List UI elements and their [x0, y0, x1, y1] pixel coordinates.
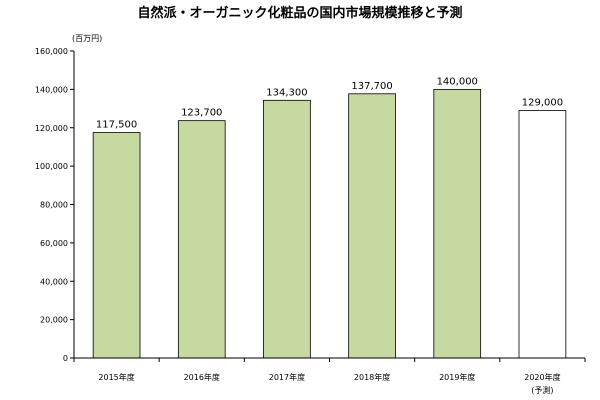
y-tick-label: 100,000 [35, 162, 68, 171]
x-category-label: 2018年度 [354, 372, 390, 382]
y-tick-label: 120,000 [35, 124, 68, 133]
bar [177, 120, 226, 359]
x-category-label: 2017年度 [269, 372, 305, 382]
y-tick-label: 60,000 [40, 239, 68, 248]
value-label: 137,700 [351, 81, 392, 92]
value-label: 117,500 [96, 120, 137, 131]
value-label: 140,000 [437, 76, 478, 87]
bar-forecast [518, 110, 567, 359]
y-axis-ticks: 0 20,000 40,000 60,000 80,000 100,000 120,000 1… [35, 47, 74, 363]
value-label: 123,700 [181, 108, 222, 119]
y-tick-label: 0 [63, 354, 68, 363]
x-category-note: (予測) [531, 385, 553, 395]
bar [433, 88, 482, 359]
y-tick-label: 40,000 [40, 277, 68, 286]
bar [263, 99, 311, 359]
x-axis-categories: 2015年度 2016年度 2017年度 2018年度 2019年度 2020年度 (予測) [98, 372, 560, 395]
bars-group [92, 88, 567, 359]
x-category-label: 2020年度 [524, 372, 560, 382]
y-tick-label: 140,000 [35, 85, 68, 94]
value-labels-group: 117,500 123,700 134,300 137,700 140,000 129,0… [96, 76, 563, 130]
x-category-label: 2019年度 [439, 372, 475, 382]
x-category-label: 2016年度 [184, 372, 220, 382]
bar [348, 93, 396, 359]
y-tick-label: 80,000 [40, 201, 68, 210]
x-category-label: 2015年度 [98, 372, 134, 382]
y-tick-label: 160,000 [35, 47, 68, 56]
chart-title: 自然派・オーガニック化粧品の国内市場規模推移と予測 [137, 5, 462, 21]
y-axis-unit-label: (百万円) [72, 34, 102, 43]
axes [73, 51, 586, 362]
bar [92, 132, 141, 359]
value-label: 134,300 [266, 87, 307, 98]
value-label: 129,000 [522, 97, 563, 108]
y-tick-label: 20,000 [40, 316, 68, 325]
